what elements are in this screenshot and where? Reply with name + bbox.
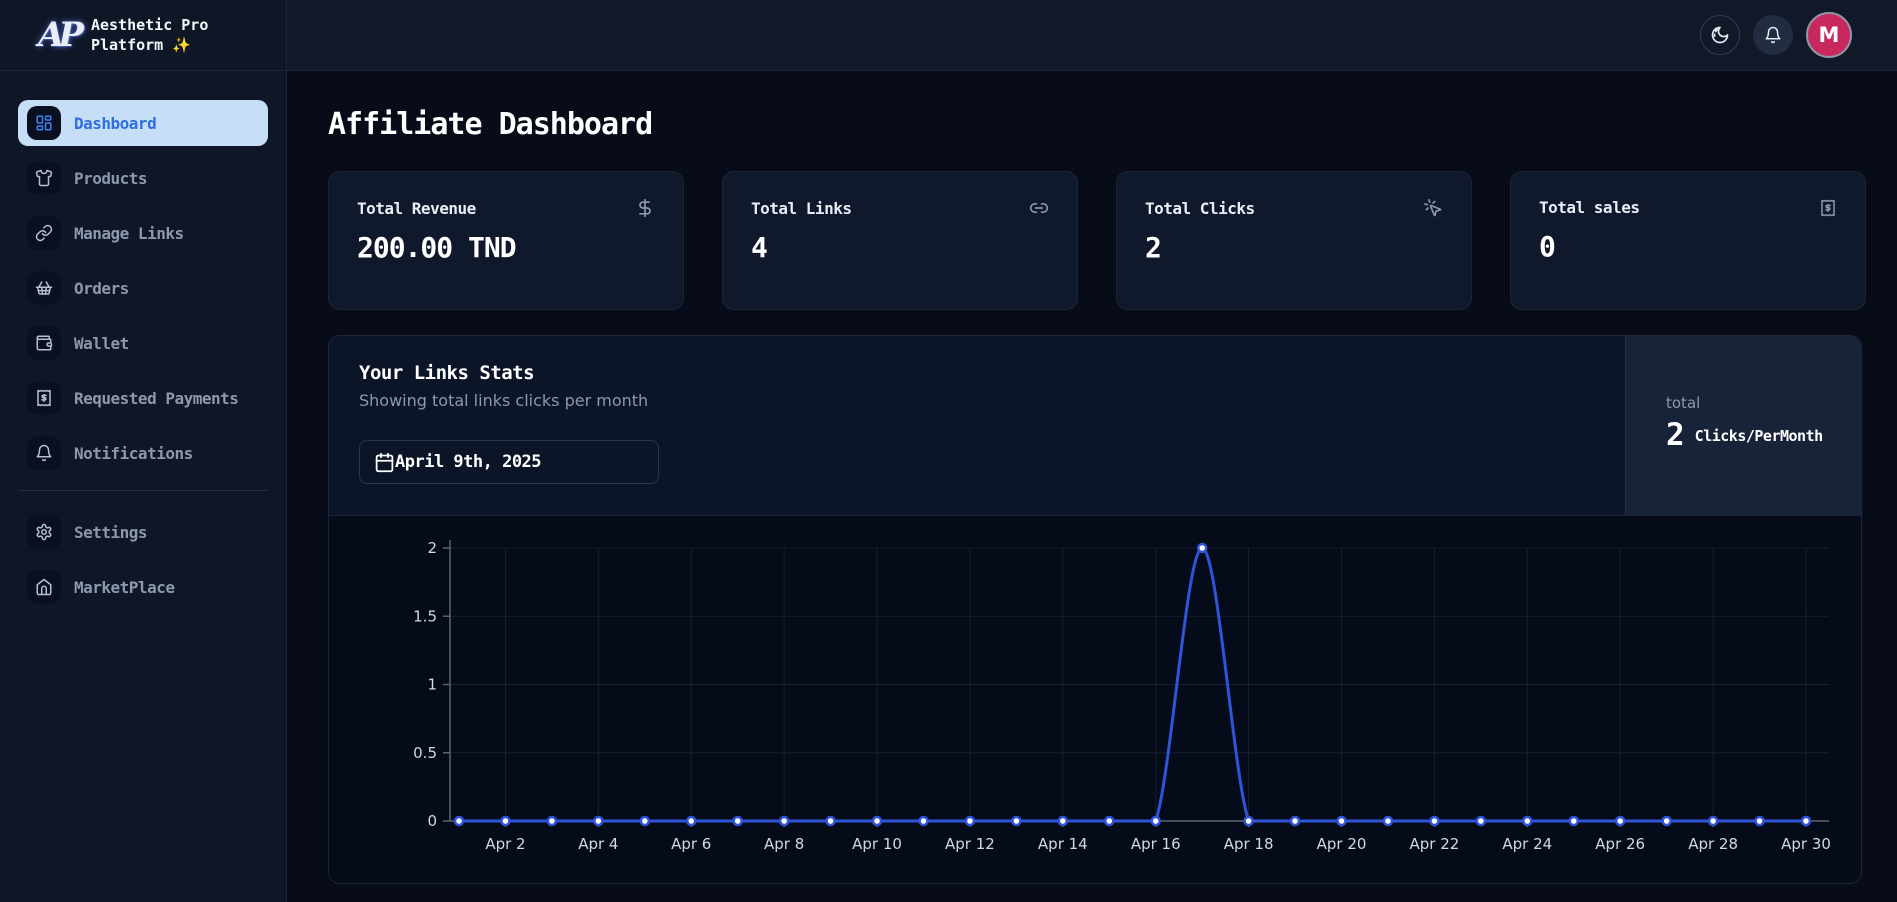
brand-name-line1: Aesthetic Pro — [91, 15, 208, 35]
receipt-dollar-icon — [27, 381, 61, 415]
receipt-dollar-icon — [1819, 199, 1837, 217]
theme-toggle-button[interactable] — [1700, 15, 1740, 55]
svg-text:Apr 28: Apr 28 — [1688, 835, 1738, 853]
links-chart: 0 0.5 1 1.5 2 Apr 2 Apr 4 Apr 6 Apr 8 Apr 10 Apr 1… — [329, 516, 1861, 884]
basket-icon — [27, 271, 61, 305]
sidebar-item-label: Manage Links — [74, 224, 184, 243]
sidebar-item[interactable]: Wallet — [18, 320, 268, 366]
total-clicks-panel[interactable]: total 2 Clicks/PerMonth — [1625, 336, 1861, 516]
bell-icon — [27, 436, 61, 470]
sidebar-item-label: Settings — [74, 523, 147, 542]
svg-text:Apr 30: Apr 30 — [1781, 835, 1831, 853]
notifications-button[interactable] — [1753, 15, 1793, 55]
stat-card-label: Total sales — [1539, 198, 1639, 217]
sidebar-item[interactable]: Notifications — [18, 430, 268, 476]
links-stats-card: Your Links Stats Showing total links cli… — [328, 335, 1862, 884]
svg-text:Apr 24: Apr 24 — [1502, 835, 1552, 853]
svg-text:1.5: 1.5 — [413, 607, 437, 625]
svg-text:1: 1 — [427, 676, 437, 694]
svg-text:Apr 20: Apr 20 — [1317, 835, 1367, 853]
main-content: Affiliate Dashboard Total Revenue 200.00… — [287, 71, 1897, 902]
stat-card: Total sales 0 — [1510, 171, 1866, 310]
sidebar-item-label: Products — [74, 169, 147, 188]
link-icon — [27, 216, 61, 250]
top-header: AP Aesthetic Pro Platform ✨ M — [0, 0, 1897, 71]
sidebar-main-list: Dashboard Products Manage Links Orders W… — [0, 100, 286, 476]
wallet-icon — [27, 326, 61, 360]
stat-cards-row: Total Revenue 200.00 TND Total Links 4 T… — [328, 171, 1866, 310]
sidebar-item[interactable]: Settings — [18, 509, 268, 555]
stat-card-value: 2 — [1145, 231, 1443, 264]
mouse-pointer-click-icon — [1423, 198, 1443, 218]
sidebar-item-label: Orders — [74, 279, 129, 298]
stat-card-label: Total Revenue — [357, 199, 476, 218]
svg-text:Apr 10: Apr 10 — [852, 835, 902, 853]
gear-icon — [27, 515, 61, 549]
page-title: Affiliate Dashboard — [328, 107, 652, 142]
brand-name: Aesthetic Pro Platform ✨ — [91, 15, 208, 56]
svg-text:2: 2 — [427, 539, 437, 557]
sidebar-item[interactable]: Requested Payments — [18, 375, 268, 421]
sidebar-item[interactable]: Orders — [18, 265, 268, 311]
link-2-icon — [1029, 198, 1049, 218]
stat-card: Total Clicks 2 — [1116, 171, 1472, 310]
bell-icon — [1764, 26, 1782, 44]
stat-card-value: 0 — [1539, 230, 1837, 263]
brand: AP Aesthetic Pro Platform ✨ — [0, 0, 287, 70]
sidebar-item-label: Wallet — [74, 334, 129, 353]
svg-text:Apr 6: Apr 6 — [671, 835, 711, 853]
svg-text:Apr 12: Apr 12 — [945, 835, 995, 853]
sidebar-item-label: Requested Payments — [74, 389, 238, 408]
svg-text:Apr 26: Apr 26 — [1595, 835, 1645, 853]
stat-card-value: 200.00 TND — [357, 231, 655, 264]
svg-text:Apr 22: Apr 22 — [1410, 835, 1460, 853]
shirt-icon — [27, 161, 61, 195]
moon-stars-icon — [1710, 25, 1730, 45]
stat-card-value: 4 — [751, 231, 1049, 264]
svg-text:0: 0 — [427, 812, 437, 830]
sidebar-footer-list: Settings MarketPlace — [0, 509, 286, 610]
user-avatar[interactable]: M — [1806, 12, 1852, 58]
date-picker-button[interactable]: April 9th, 2025 — [359, 440, 659, 484]
dashboard-icon — [27, 106, 61, 140]
chart-area: 0 0.5 1 1.5 2 Apr 2 Apr 4 Apr 6 Apr 8 Apr 10 Apr 1… — [329, 516, 1861, 884]
svg-text:Apr 18: Apr 18 — [1224, 835, 1274, 853]
links-stats-subtitle: Showing total links clicks per month — [359, 391, 648, 410]
sidebar-item[interactable]: Manage Links — [18, 210, 268, 256]
brand-logo: AP — [38, 15, 78, 55]
svg-text:Apr 8: Apr 8 — [764, 835, 804, 853]
sidebar-item-label: Notifications — [74, 444, 193, 463]
svg-text:0.5: 0.5 — [413, 744, 437, 762]
stat-card: Total Links 4 — [722, 171, 1078, 310]
sidebar-divider — [18, 490, 268, 491]
sidebar: Dashboard Products Manage Links Orders W… — [0, 71, 287, 902]
sidebar-item[interactable]: Dashboard — [18, 100, 268, 146]
sidebar-item-label: MarketPlace — [74, 578, 174, 597]
stat-card-label: Total Clicks — [1145, 199, 1255, 218]
svg-text:Apr 4: Apr 4 — [578, 835, 618, 853]
links-stats-title: Your Links Stats — [359, 362, 648, 384]
stat-card-label: Total Links — [751, 199, 851, 218]
topbar-actions: M — [287, 0, 1897, 70]
total-label: total — [1666, 394, 1861, 412]
svg-text:Apr 16: Apr 16 — [1131, 835, 1181, 853]
total-clicks-value: 2 — [1666, 420, 1685, 451]
svg-text:Apr 2: Apr 2 — [485, 835, 525, 853]
links-stats-header: Your Links Stats Showing total links cli… — [329, 336, 1861, 516]
date-picker-value: April 9th, 2025 — [395, 452, 541, 472]
store-icon — [27, 570, 61, 604]
sidebar-item[interactable]: MarketPlace — [18, 564, 268, 610]
svg-text:Apr 14: Apr 14 — [1038, 835, 1088, 853]
stat-card: Total Revenue 200.00 TND — [328, 171, 684, 310]
brand-name-line2: Platform ✨ — [91, 35, 208, 55]
calendar-icon — [374, 452, 395, 473]
sidebar-item-label: Dashboard — [74, 114, 156, 133]
sidebar-item[interactable]: Products — [18, 155, 268, 201]
dollar-sign-icon — [635, 198, 655, 218]
total-clicks-unit: Clicks/PerMonth — [1695, 427, 1823, 445]
